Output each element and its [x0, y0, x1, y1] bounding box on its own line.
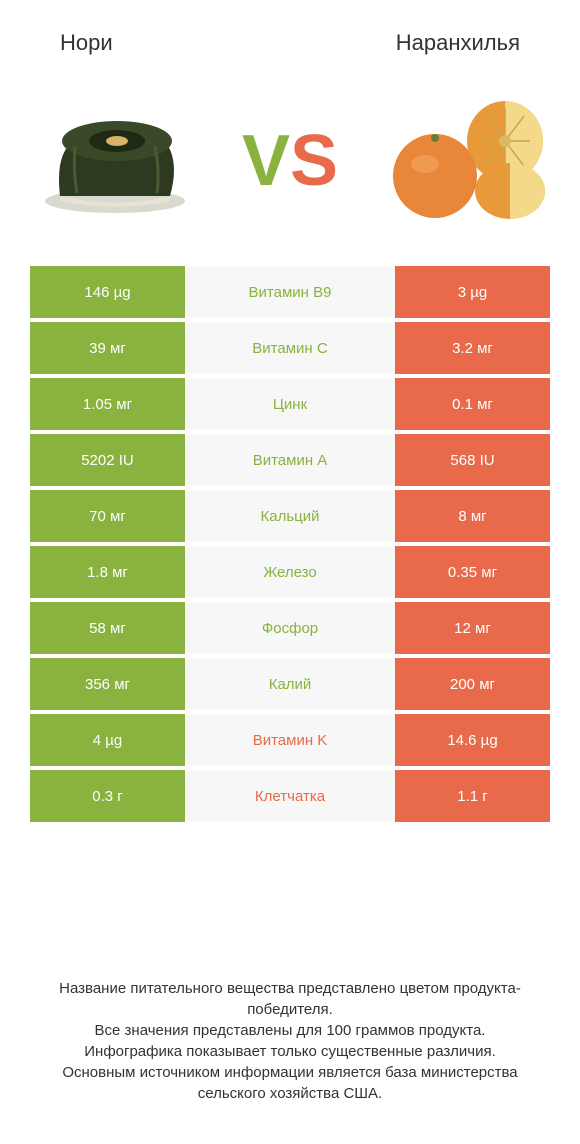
food-right-title: Наранхилья	[396, 30, 520, 56]
nori-icon	[30, 91, 200, 231]
nutrition-table: 146 µgВитамин B93 µg39 мгВитамин C3.2 мг…	[0, 266, 580, 822]
table-row: 0.3 гКлетчатка1.1 г	[30, 770, 550, 822]
value-left: 58 мг	[30, 602, 185, 654]
vs-label: VS	[242, 120, 338, 202]
value-left: 70 мг	[30, 490, 185, 542]
value-left: 39 мг	[30, 322, 185, 374]
nutrient-name: Витамин K	[185, 714, 395, 766]
food-left-title: Нори	[60, 30, 113, 56]
value-right: 1.1 г	[395, 770, 550, 822]
table-row: 4 µgВитамин K14.6 µg	[30, 714, 550, 766]
value-right: 3.2 мг	[395, 322, 550, 374]
table-row: 39 мгВитамин C3.2 мг	[30, 322, 550, 374]
nutrient-name: Железо	[185, 546, 395, 598]
value-right: 568 IU	[395, 434, 550, 486]
table-row: 5202 IUВитамин A568 IU	[30, 434, 550, 486]
footer-line: Инфографика показывает только существенн…	[30, 1041, 550, 1062]
naranjilla-icon	[380, 91, 550, 231]
nutrient-name: Кальций	[185, 490, 395, 542]
nutrient-name: Калий	[185, 658, 395, 710]
value-left: 356 мг	[30, 658, 185, 710]
table-row: 70 мгКальций8 мг	[30, 490, 550, 542]
header: Нори Наранхилья	[0, 0, 580, 66]
vs-s: S	[290, 121, 338, 201]
nutrient-name: Клетчатка	[185, 770, 395, 822]
value-right: 0.1 мг	[395, 378, 550, 430]
nutrient-name: Цинк	[185, 378, 395, 430]
table-row: 356 мгКалий200 мг	[30, 658, 550, 710]
footer-line: Все значения представлены для 100 граммо…	[30, 1020, 550, 1041]
value-right: 0.35 мг	[395, 546, 550, 598]
table-row: 58 мгФосфор12 мг	[30, 602, 550, 654]
value-right: 8 мг	[395, 490, 550, 542]
footer-note: Название питательного вещества представл…	[30, 978, 550, 1104]
value-left: 4 µg	[30, 714, 185, 766]
value-left: 146 µg	[30, 266, 185, 318]
value-left: 1.05 мг	[30, 378, 185, 430]
vs-row: VS	[0, 66, 580, 266]
value-left: 0.3 г	[30, 770, 185, 822]
footer-line: Название питательного вещества представл…	[30, 978, 550, 1020]
value-right: 12 мг	[395, 602, 550, 654]
nutrient-name: Витамин B9	[185, 266, 395, 318]
nutrient-name: Фосфор	[185, 602, 395, 654]
vs-v: V	[242, 121, 290, 201]
footer-line: Основным источником информации является …	[30, 1062, 550, 1104]
table-row: 1.05 мгЦинк0.1 мг	[30, 378, 550, 430]
value-right: 3 µg	[395, 266, 550, 318]
nutrient-name: Витамин A	[185, 434, 395, 486]
value-left: 1.8 мг	[30, 546, 185, 598]
table-row: 146 µgВитамин B93 µg	[30, 266, 550, 318]
nutrient-name: Витамин C	[185, 322, 395, 374]
value-left: 5202 IU	[30, 434, 185, 486]
table-row: 1.8 мгЖелезо0.35 мг	[30, 546, 550, 598]
value-right: 14.6 µg	[395, 714, 550, 766]
value-right: 200 мг	[395, 658, 550, 710]
